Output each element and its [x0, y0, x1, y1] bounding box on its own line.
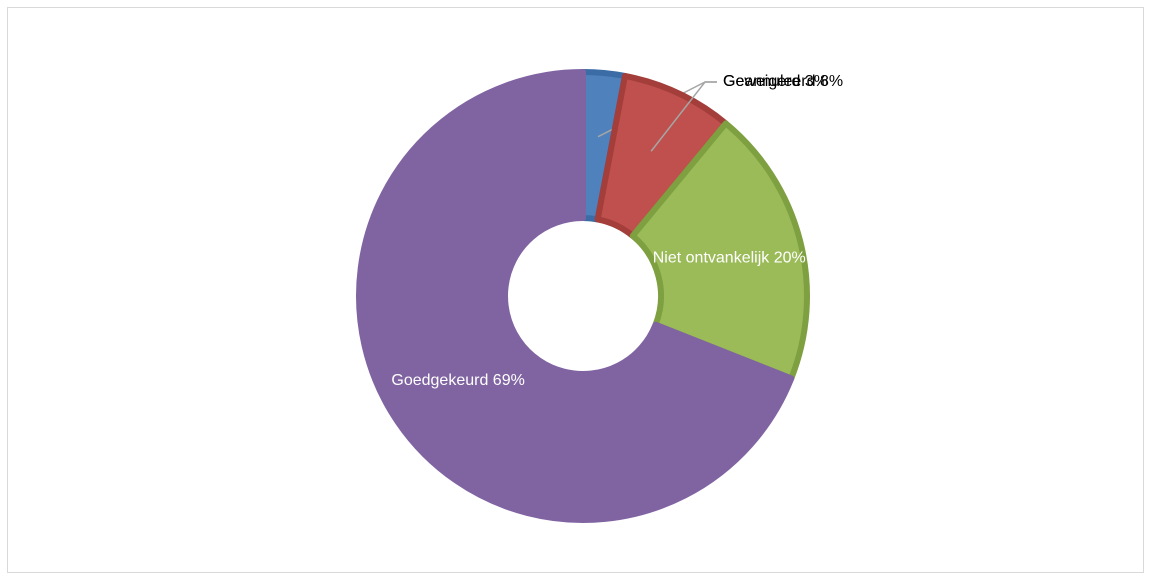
data-label: Geweigerd 3%: [723, 73, 828, 90]
label-value: 20%: [774, 250, 806, 267]
label-category: Geannuleerd: [723, 73, 816, 90]
data-label: Niet ontvankelijk 20%: [653, 250, 806, 267]
label-category: Geweigerd: [723, 73, 800, 90]
label-category: Niet ontvankelijk: [653, 250, 771, 267]
donut-slice: [629, 120, 810, 382]
leader-line: [650, 81, 717, 152]
label-value: 3%: [805, 73, 828, 90]
donut-slice: [356, 69, 795, 523]
data-label: Geannuleerd 8%: [723, 73, 843, 90]
label-value: 69%: [493, 372, 525, 389]
label-category: Goedgekeurd: [391, 372, 488, 389]
label-value: 8%: [820, 73, 843, 90]
data-label: Goedgekeurd 69%: [391, 372, 524, 389]
